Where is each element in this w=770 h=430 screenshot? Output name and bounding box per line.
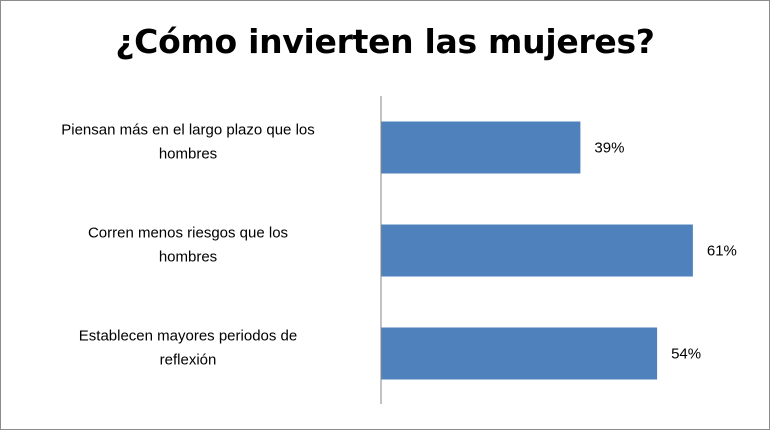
category-label: hombres <box>159 146 217 163</box>
bar <box>381 224 693 277</box>
category-label: reflexión <box>160 352 217 369</box>
data-label: 61% <box>707 243 737 260</box>
category-label: Establecen mayores periodos de <box>79 328 297 345</box>
category-label: hombres <box>159 249 217 266</box>
data-label: 39% <box>594 140 624 157</box>
bar <box>381 327 658 380</box>
data-label: 54% <box>671 346 701 363</box>
category-label: Piensan más en el largo plazo que los <box>61 122 315 139</box>
chart-title: ¿Cómo invierten las mujeres? <box>115 22 655 61</box>
category-label: Corren menos riesgos que los <box>88 225 288 242</box>
bar <box>381 121 581 174</box>
